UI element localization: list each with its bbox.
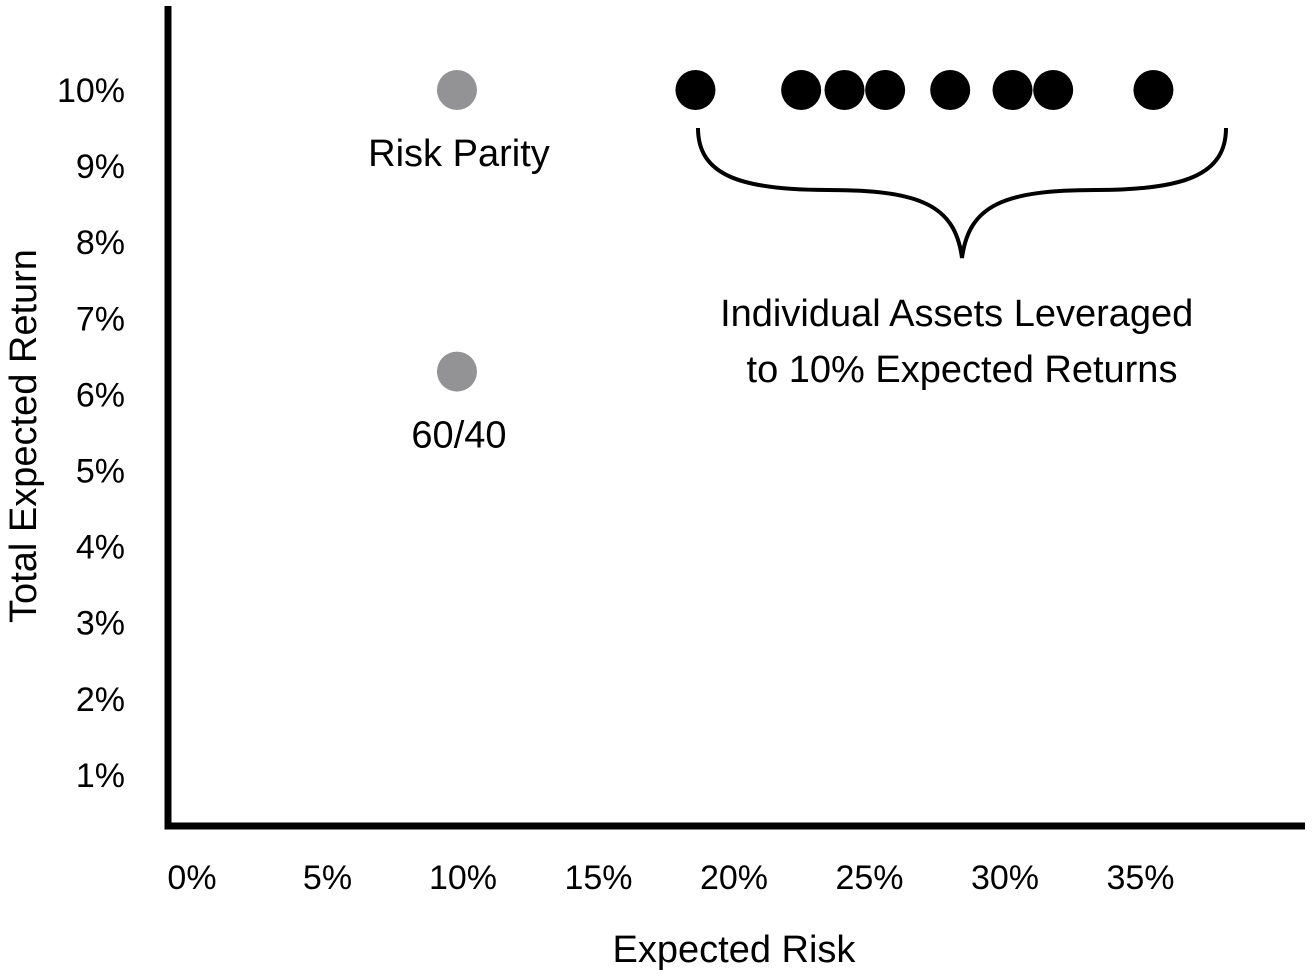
- y-tick-label: 2%: [76, 681, 125, 719]
- y-tick-label: 7%: [76, 300, 125, 338]
- asset-point: [675, 70, 716, 110]
- asset-point: [781, 70, 822, 110]
- assets-annotation-line-1: Individual Assets Leveraged: [720, 293, 1193, 335]
- y-tick-label: 9%: [76, 148, 125, 186]
- y-axis-title: Total Expected Return: [3, 249, 45, 623]
- assets-annotation: Individual Assets Leveraged to 10% Expec…: [720, 293, 1204, 391]
- x-tick-label: 30%: [971, 859, 1039, 897]
- x-tick-label: 20%: [700, 859, 768, 897]
- point-label: Risk Parity: [368, 133, 550, 175]
- x-tick-label: 5%: [303, 859, 352, 897]
- portfolio-point: [436, 70, 477, 110]
- y-axis-ticks: 1% 2% 3% 4% 5% 6% 7% 8% 9% 10%: [57, 72, 125, 795]
- x-axis-title: Expected Risk: [613, 929, 857, 971]
- asset-point: [930, 70, 971, 110]
- y-tick-label: 6%: [76, 376, 125, 414]
- y-tick-label: 4%: [76, 529, 125, 567]
- y-tick-label: 10%: [57, 72, 125, 110]
- x-tick-label: 10%: [429, 859, 497, 897]
- y-tick-label: 5%: [76, 453, 125, 491]
- x-tick-label: 15%: [564, 859, 632, 897]
- asset-point: [1133, 70, 1174, 110]
- asset-point: [992, 70, 1033, 110]
- asset-point: [1033, 70, 1074, 110]
- y-tick-label: 8%: [76, 224, 125, 262]
- data-points: Risk Parity 60/40: [368, 70, 1174, 457]
- x-axis-ticks: 0% 5% 10% 15% 20% 25% 30% 35%: [167, 859, 1174, 897]
- assets-annotation-line-2: to 10% Expected Returns: [747, 349, 1178, 391]
- asset-point: [865, 70, 906, 110]
- x-tick-label: 0%: [167, 859, 216, 897]
- x-tick-label: 35%: [1106, 859, 1174, 897]
- y-tick-label: 1%: [76, 757, 125, 795]
- point-label: 60/40: [411, 415, 506, 457]
- x-tick-label: 25%: [835, 859, 903, 897]
- assets-brace: [696, 127, 1228, 259]
- asset-point: [824, 70, 865, 110]
- portfolio-point: [436, 351, 477, 392]
- y-tick-label: 3%: [76, 605, 125, 643]
